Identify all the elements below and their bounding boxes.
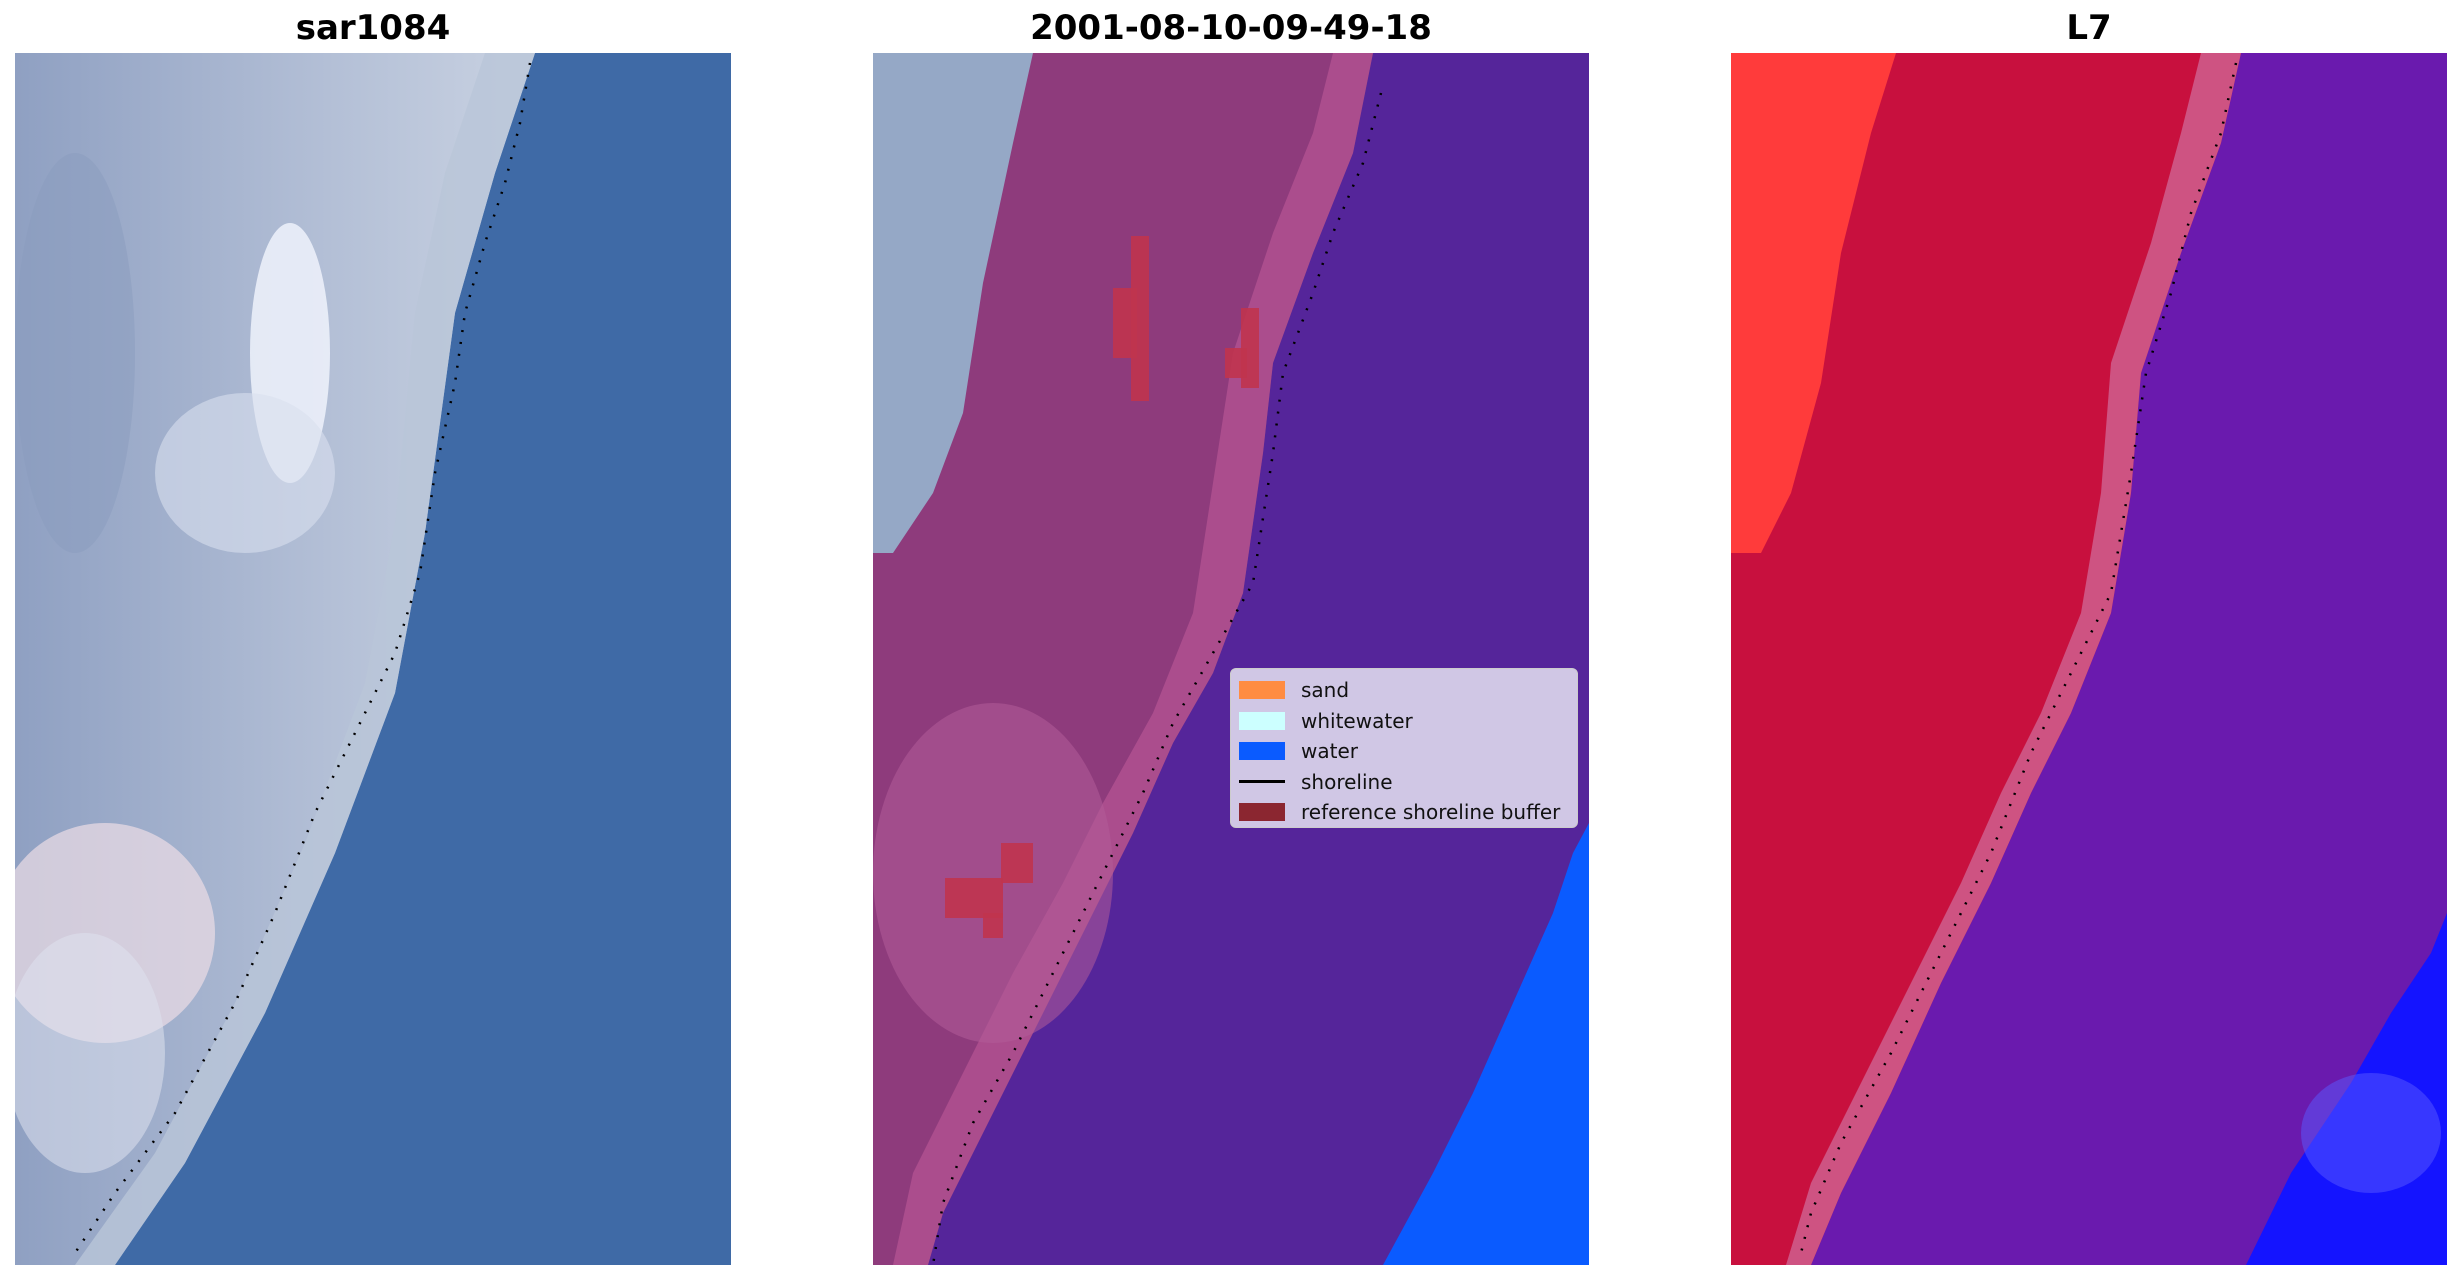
legend-label: reference shoreline buffer — [1301, 800, 1561, 825]
shoreline-dots — [73, 62, 532, 1254]
legend-item-water: water — [1239, 736, 1569, 767]
panel-title-false-color: L7 — [2066, 8, 2112, 48]
legend-item-shoreline: shoreline — [1239, 767, 1569, 798]
legend-item-whitewater: whitewater — [1239, 706, 1569, 737]
bright-land-region — [1731, 53, 1896, 553]
whitewater-swatch — [1239, 711, 1285, 730]
legend-label: shoreline — [1301, 769, 1393, 794]
legend-label: whitewater — [1301, 708, 1413, 733]
water-swatch — [1239, 742, 1285, 761]
legend-label: sand — [1301, 678, 1350, 703]
unclassified-area — [873, 53, 1033, 553]
legend-item-reference-shoreline-buffer: reference shoreline buffer — [1239, 797, 1569, 828]
legend-label: water — [1301, 739, 1358, 764]
reference-buffer-patch — [1131, 236, 1149, 401]
rgb-image-panel — [15, 53, 731, 1265]
shoreline-swatch — [1239, 780, 1285, 784]
water-region — [1383, 823, 1589, 1265]
legend-item-sand: sand — [1239, 675, 1569, 706]
classified-image — [873, 53, 1589, 1265]
panel-title-rgb: sar1084 — [295, 8, 451, 48]
false-color-image-panel — [1731, 53, 2447, 1265]
sand-swatch — [1239, 681, 1285, 700]
reference-buffer-swatch — [1239, 803, 1285, 822]
shoreline-dots — [931, 92, 1383, 1265]
rgb-image — [15, 53, 731, 1265]
classified-image-panel — [873, 53, 1589, 1265]
false-color-image — [1731, 53, 2447, 1265]
legend: sand whitewater water shoreline referenc… — [1230, 668, 1578, 828]
shore-band — [75, 53, 535, 1265]
shore-band — [1786, 53, 2241, 1265]
panel-title-classified: 2001-08-10-09-49-18 — [1030, 8, 1432, 48]
